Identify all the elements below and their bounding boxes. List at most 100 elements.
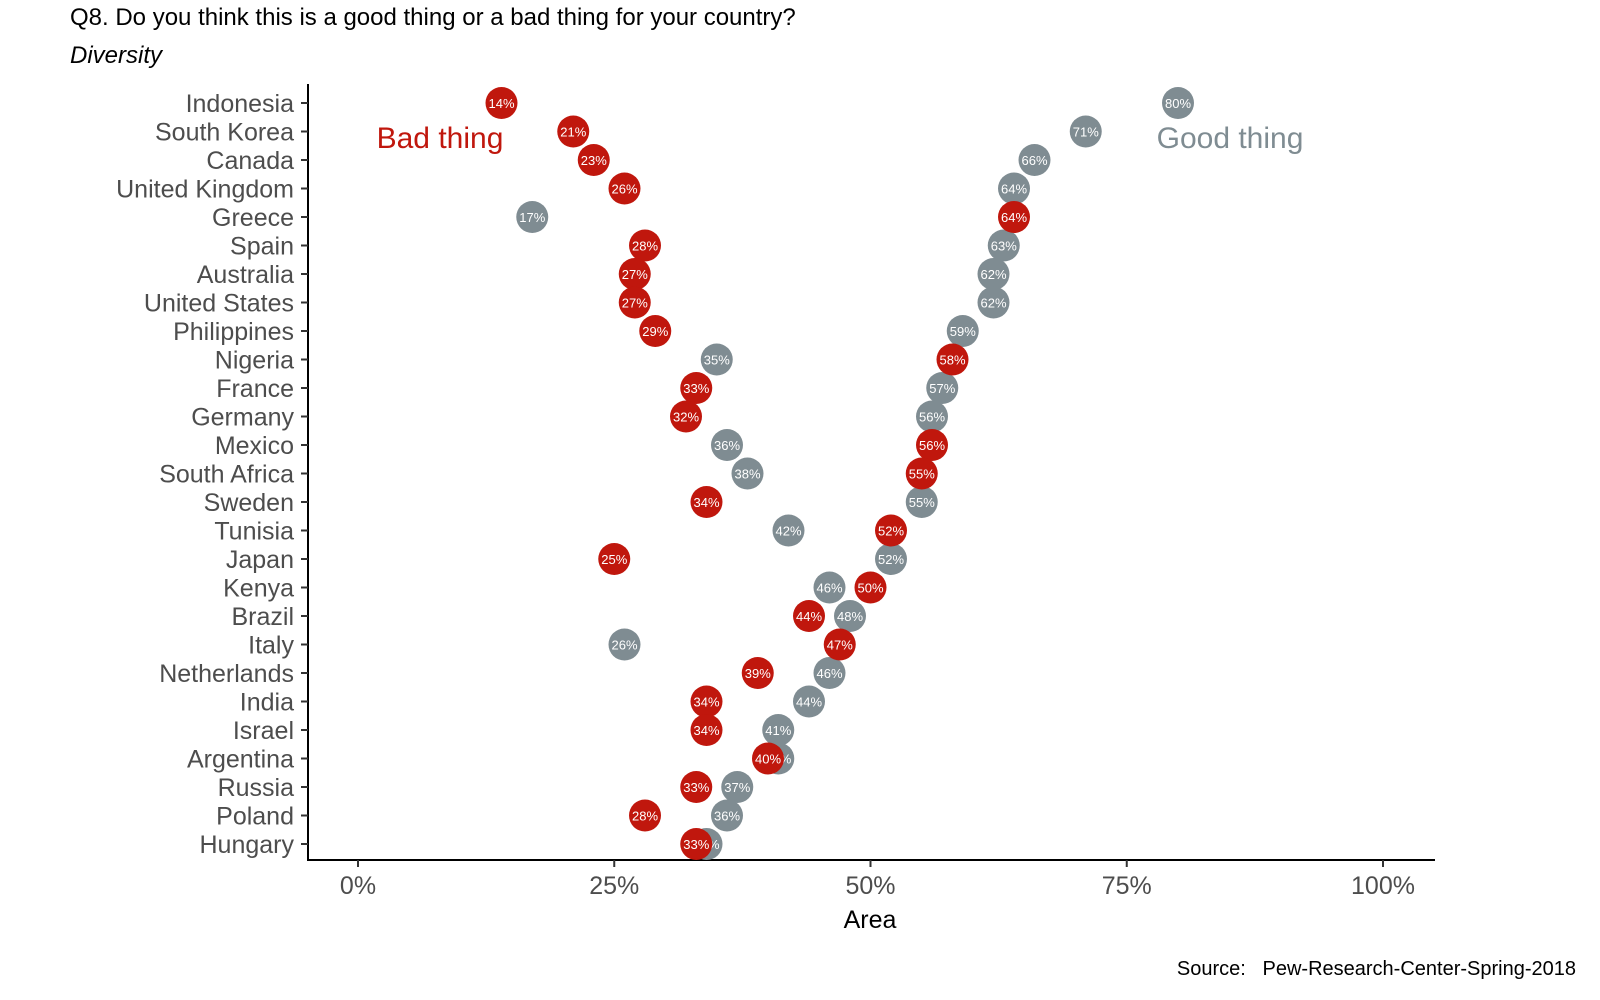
dot-good-thing: 41% <box>762 714 795 746</box>
dot-value-label-good-thing: 56% <box>919 410 945 425</box>
dot-value-label-good-thing: 63% <box>991 239 1017 254</box>
dot-marker-good-thing <box>793 685 825 718</box>
dot-good-thing: 56% <box>916 400 948 433</box>
dot-bad-thing: 55% <box>905 457 938 490</box>
y-tick-label: Greece <box>212 204 294 232</box>
dot-good-thing: 46% <box>813 657 846 689</box>
y-tick-label: Sweden <box>204 489 294 517</box>
dot-value-label-bad-thing: 33% <box>683 780 709 795</box>
dot-good-thing: 37% <box>721 771 754 803</box>
dot-value-label-bad-thing: 34% <box>693 695 719 710</box>
dot-marker-good-thing <box>813 657 846 689</box>
dot-value-label-bad-thing: 47% <box>827 638 853 653</box>
dot-value-label-bad-thing: 55% <box>909 467 935 482</box>
dot-bad-thing: 26% <box>608 172 641 205</box>
dot-bad-thing: 32% <box>670 400 702 433</box>
dot-value-label-bad-thing: 39% <box>745 666 771 681</box>
dot-marker-good-thing <box>1018 144 1051 176</box>
dot-bad-thing: 39% <box>741 657 774 689</box>
dot-marker-good-thing <box>772 514 805 547</box>
dot-value-label-good-thing: 71% <box>1073 125 1099 140</box>
y-tick-label: Kenya <box>223 575 294 603</box>
dot-value-label-bad-thing: 58% <box>939 353 965 368</box>
dot-value-label-good-thing: 26% <box>611 638 637 653</box>
y-tick-label: Poland <box>216 803 294 831</box>
dot-value-label-good-thing: 37% <box>724 780 750 795</box>
dot-marker-bad-thing <box>680 828 713 860</box>
dot-bad-thing: 25% <box>598 543 631 575</box>
dot-good-thing: 63% <box>987 229 1020 262</box>
dot-value-label-bad-thing: 32% <box>673 410 699 425</box>
dot-marker-bad-thing <box>557 115 590 148</box>
x-tick-label: 0% <box>340 872 376 900</box>
dot-bad-thing: 23% <box>577 144 610 176</box>
y-tick-label: Nigeria <box>215 347 294 375</box>
dot-marker-good-thing <box>946 315 979 347</box>
data-points: 80% 71% 66% 64% 17% 63% 62% 62% 59% 35% 57% 56% 36% 3… <box>485 87 1194 860</box>
dot-marker-good-thing <box>916 400 948 433</box>
dot-value-label-good-thing: 57% <box>929 381 955 396</box>
dot-good-thing: 55% <box>905 486 938 518</box>
dot-value-label-bad-thing: 27% <box>622 296 648 311</box>
dot-value-label-good-thing: 42% <box>775 524 801 539</box>
dot-value-label-good-thing: 66% <box>1021 153 1047 168</box>
dot-value-label-good-thing: 52% <box>878 552 904 567</box>
dot-good-thing: 35% <box>700 343 733 376</box>
dot-value-label-bad-thing: 28% <box>632 239 658 254</box>
dot-value-label-good-thing: 17% <box>519 210 545 225</box>
dot-bad-thing: 44% <box>793 600 825 632</box>
dot-marker-good-thing <box>987 229 1020 262</box>
y-tick-label: Italy <box>248 632 294 660</box>
dot-value-label-good-thing: 80% <box>1165 96 1191 111</box>
dot-marker-bad-thing <box>680 771 713 803</box>
dot-bad-thing: 27% <box>618 286 651 319</box>
dot-bad-thing: 34% <box>690 714 723 746</box>
y-tick-label: India <box>240 689 294 717</box>
dot-good-thing: 62% <box>977 286 1010 319</box>
dot-marker-bad-thing <box>598 543 631 575</box>
dot-value-label-bad-thing: 40% <box>755 752 781 767</box>
dot-value-label-bad-thing: 25% <box>601 552 627 567</box>
dot-marker-bad-thing <box>916 429 948 461</box>
dot-value-label-bad-thing: 29% <box>642 324 668 339</box>
y-tick-label: Germany <box>191 404 294 432</box>
dot-marker-good-thing <box>813 571 846 604</box>
dot-marker-good-thing <box>1069 115 1102 148</box>
dot-good-thing: 44% <box>793 685 825 718</box>
dot-marker-bad-thing <box>793 600 825 632</box>
dot-good-thing: 42% <box>772 514 805 547</box>
y-tick-label: Russia <box>218 774 295 802</box>
y-tick-label: South Africa <box>159 461 294 489</box>
y-tick-label: Netherlands <box>159 660 294 688</box>
x-tick-label: 50% <box>845 872 895 900</box>
dot-bad-thing: 28% <box>629 799 661 832</box>
dot-marker-bad-thing <box>690 714 723 746</box>
dot-marker-good-thing <box>926 372 959 404</box>
dot-good-thing: 52% <box>875 543 907 575</box>
dot-value-label-good-thing: 62% <box>980 267 1006 282</box>
dot-value-label-good-thing: 55% <box>909 495 935 510</box>
x-ticks: 0% 25% 50% 75% 100% <box>340 860 1415 900</box>
dot-good-thing: 57% <box>926 372 959 404</box>
dot-bad-thing: 27% <box>618 258 651 290</box>
y-tick-label: Philippines <box>173 318 294 346</box>
dot-marker-bad-thing <box>936 343 969 376</box>
dot-marker-good-thing <box>762 714 795 746</box>
dot-bad-thing: 40% <box>752 742 784 775</box>
dot-value-label-bad-thing: 14% <box>488 96 514 111</box>
dot-bad-thing: 64% <box>998 201 1030 233</box>
dot-value-label-good-thing: 36% <box>714 809 740 824</box>
dot-marker-good-thing <box>875 543 907 575</box>
dot-good-thing: 38% <box>731 457 764 490</box>
dot-value-label-bad-thing: 33% <box>683 837 709 852</box>
y-tick-label: Japan <box>226 546 294 574</box>
dot-bad-thing: 34% <box>690 486 723 518</box>
dot-value-label-good-thing: 46% <box>816 581 842 596</box>
dot-value-label-bad-thing: 33% <box>683 381 709 396</box>
dot-value-label-bad-thing: 56% <box>919 438 945 453</box>
dot-good-thing: 66% <box>1018 144 1051 176</box>
dot-marker-bad-thing <box>690 486 723 518</box>
dot-marker-bad-thing <box>875 514 907 547</box>
dot-value-label-good-thing: 35% <box>704 353 730 368</box>
dot-marker-bad-thing <box>485 87 518 119</box>
